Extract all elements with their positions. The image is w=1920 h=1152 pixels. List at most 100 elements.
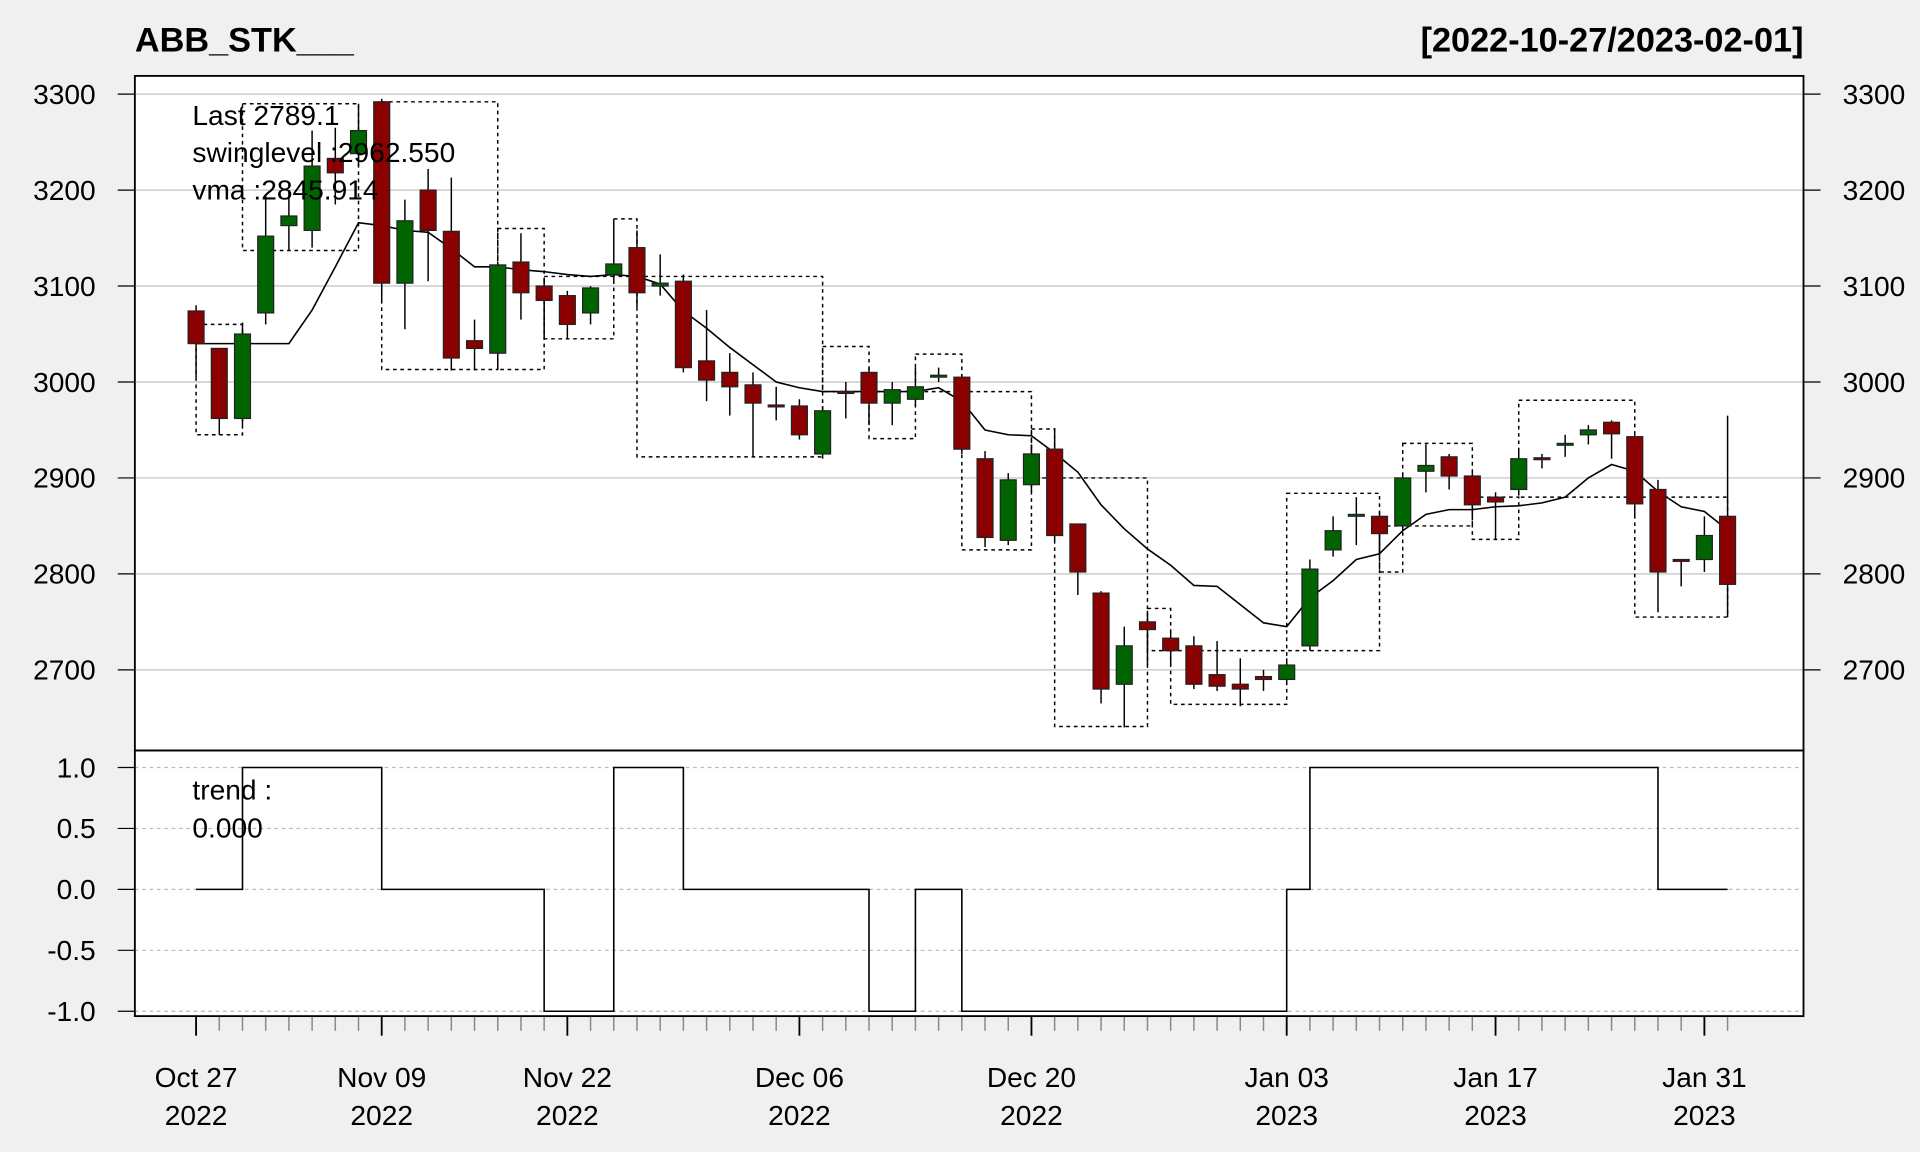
candle-body (326, 157, 344, 174)
y-tick-label-right: 2700 (1843, 655, 1906, 686)
candle-body (210, 347, 228, 420)
legend-text: vma :2845.914 (192, 175, 378, 206)
y-tick-label-right: 2800 (1843, 559, 1906, 590)
candle-body (1719, 515, 1737, 585)
candle-body (1649, 488, 1667, 573)
candle-body (535, 285, 553, 302)
y-tick-label: -0.5 (47, 935, 95, 966)
y-tick-label: -1.0 (47, 996, 95, 1027)
candle-body (1022, 453, 1041, 486)
candle-body (721, 371, 739, 388)
candle-body (1579, 429, 1597, 436)
x-tick-label: Dec 06 (755, 1062, 844, 1093)
x-tick-label: 2022 (350, 1100, 413, 1131)
candle-body (1254, 675, 1273, 681)
candle-body (698, 360, 716, 381)
y-tick-label-right: 3200 (1843, 175, 1906, 206)
swing-box (1146, 607, 1172, 652)
swing-box (1285, 492, 1381, 652)
candle-body (953, 376, 971, 450)
x-tick-label: 2023 (1673, 1100, 1736, 1131)
candle-body (883, 389, 901, 404)
trend-line (196, 766, 1728, 1013)
legend-text: swinglevel :2962.550 (192, 137, 455, 168)
candle-body (976, 458, 994, 539)
swing-box (1053, 477, 1149, 728)
x-tick-label: Nov 09 (337, 1062, 426, 1093)
candle-body (442, 230, 460, 359)
candle-body (651, 282, 669, 287)
candle-body (1138, 621, 1157, 631)
candle-body (1324, 530, 1342, 551)
x-tick-label: Dec 20 (987, 1062, 1076, 1093)
candle-body (1556, 442, 1574, 446)
legend-text: 0.000 (192, 812, 262, 843)
candle-body (767, 404, 785, 408)
candle-body (303, 165, 321, 231)
candle-body (233, 333, 252, 420)
x-tick-label: Jan 17 (1453, 1062, 1538, 1093)
y-tick-label: 3300 (33, 79, 96, 110)
y-tick-label: 2700 (33, 655, 96, 686)
x-tick-label: 2022 (165, 1100, 228, 1131)
candle-body (1301, 568, 1319, 647)
x-tick-label: 2022 (1000, 1100, 1063, 1131)
candle-body (1347, 513, 1365, 517)
candle-body (930, 374, 948, 378)
candle-body (1533, 457, 1551, 461)
candle-body (906, 386, 924, 400)
candle-body (373, 101, 391, 284)
candle-body (419, 189, 437, 231)
candle-body (1069, 523, 1087, 573)
y-tick-label-right: 3100 (1843, 271, 1906, 302)
candle-body (1370, 515, 1389, 535)
date-range: [2022-10-27/2023-02-01] (1421, 21, 1804, 59)
candle-body (1440, 456, 1458, 477)
candle-body (512, 261, 530, 294)
plot-layer: 2700 2700 2800 2800 2900 2900 3000 3000 3100 3100… (33, 79, 1905, 1131)
candle-body (999, 479, 1017, 541)
swing-box (636, 275, 824, 458)
candle-body (674, 280, 692, 369)
y-tick-label: 3000 (33, 367, 96, 398)
candle-body (837, 390, 855, 395)
x-tick-label: Jan 31 (1662, 1062, 1746, 1093)
y-tick-label: 1.0 (57, 752, 96, 783)
candle-body (1208, 674, 1226, 687)
candle-body (558, 295, 576, 326)
legend-text: trend : (192, 774, 272, 805)
candle-body (860, 371, 878, 404)
candle-body (1115, 645, 1133, 685)
chart-title: ABB_STK___ (135, 21, 355, 59)
trend-panel-frame (133, 749, 1805, 1018)
candle-body (605, 263, 623, 276)
y-tick-label: 3100 (33, 271, 96, 302)
candle-body (1463, 475, 1481, 506)
y-tick-label-right: 3300 (1843, 79, 1906, 110)
x-tick-label: 2023 (1255, 1100, 1318, 1131)
candle-body (349, 129, 368, 155)
y-tick-label: 3200 (33, 175, 96, 206)
x-tick-label: 2022 (536, 1100, 599, 1131)
legend-text: Last 2789.1 (192, 100, 339, 131)
candle-body (465, 340, 484, 350)
candle-body (396, 220, 414, 284)
x-tick-label: 2022 (768, 1100, 831, 1131)
candle-body (1231, 683, 1249, 690)
candle-body (1672, 558, 1690, 562)
candle-body (280, 215, 298, 227)
candle-body (257, 235, 275, 314)
y-tick-label: 2800 (33, 559, 96, 590)
y-tick-label: 0.0 (57, 874, 96, 905)
y-tick-label-right: 3000 (1843, 367, 1906, 398)
candle-body (790, 405, 808, 436)
candle-body (1695, 534, 1713, 561)
candle-body (187, 310, 205, 345)
candle-body (744, 384, 762, 404)
candle-body (1162, 637, 1180, 652)
candle-body (1510, 458, 1528, 491)
candle-body (581, 287, 600, 314)
x-tick-label: Jan 03 (1244, 1062, 1328, 1093)
candle-body (1278, 664, 1296, 681)
